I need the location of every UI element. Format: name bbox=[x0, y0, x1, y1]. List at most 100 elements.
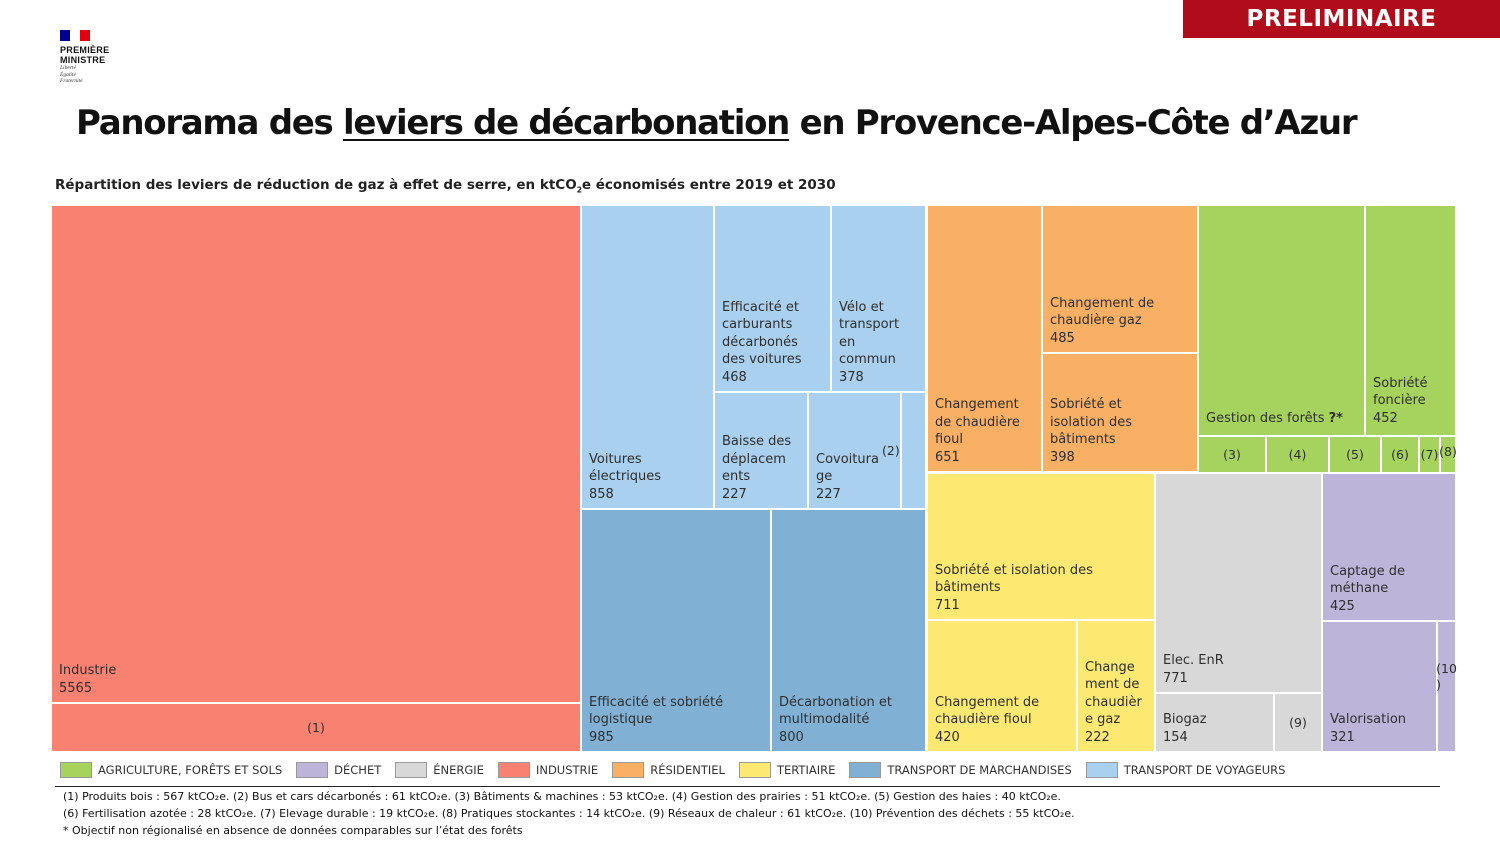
tile-label: Décarbonation et multimodalité bbox=[779, 694, 893, 728]
treemap-tile: Efficacité et sobriété logistique 985 bbox=[581, 509, 771, 752]
tile-value: 154 bbox=[1163, 729, 1188, 745]
tile-label: Change ment de chaudièr e gaz bbox=[1085, 659, 1142, 728]
tile-value: 485 bbox=[1050, 330, 1075, 346]
treemap-tile: (1) bbox=[51, 703, 581, 752]
legend-item: AGRICULTURE, FORÊTS ET SOLS bbox=[60, 762, 282, 778]
legend-label: TRANSPORT DE MARCHANDISES bbox=[887, 763, 1072, 777]
logo-motto-3: Fraternité bbox=[60, 78, 83, 84]
legend-label: ÉNERGIE bbox=[433, 763, 484, 777]
tile-label: Baisse des déplacem ents bbox=[722, 434, 792, 484]
tile-label: (2) bbox=[882, 442, 900, 458]
tile-label: Captage de méthane bbox=[1330, 563, 1405, 597]
title-pre: Panorama des bbox=[76, 103, 344, 143]
tile-label: (1) bbox=[307, 719, 325, 735]
tile-label: Sobriété et isolation des bâtiments bbox=[935, 562, 1093, 596]
legend-label: TRANSPORT DE VOYAGEURS bbox=[1123, 763, 1286, 777]
treemap-tile: Change ment de chaudièr e gaz 222 bbox=[1077, 620, 1155, 752]
tile-value: 858 bbox=[589, 486, 614, 502]
tile-value: 651 bbox=[935, 449, 960, 465]
logo-motto-1: Liberté bbox=[60, 65, 76, 71]
preliminary-banner: PRELIMINAIRE bbox=[1183, 0, 1500, 38]
treemap-tile: Sobriété et isolation des bâtiments 398 bbox=[1042, 353, 1198, 472]
chart-subtitle: Répartition des leviers de réduction de … bbox=[55, 177, 836, 195]
subtitle-pre: Répartition des leviers de réduction de … bbox=[55, 177, 577, 193]
tile-label: Changement de chaudière fioul bbox=[935, 397, 1020, 447]
treemap-tile: Captage de méthane 425 bbox=[1322, 473, 1456, 621]
treemap-tile: (5) bbox=[1329, 436, 1381, 473]
tile-label: (6) bbox=[1391, 446, 1409, 462]
legend-label: INDUSTRIE bbox=[535, 763, 599, 777]
tile-label: Biogaz bbox=[1163, 712, 1207, 727]
government-logo: PREMIÈRE MINISTRE Liberté Égalité Frater… bbox=[60, 30, 109, 85]
legend-swatch bbox=[395, 762, 428, 778]
treemap-tile: (3) bbox=[1198, 436, 1266, 473]
tile-label: Changement de chaudière gaz bbox=[1050, 295, 1155, 329]
legend-swatch bbox=[497, 762, 530, 778]
logo-line-1: PREMIÈRE bbox=[60, 45, 110, 55]
tile-label: Valorisation bbox=[1330, 712, 1407, 727]
tile-label: Efficacité et sobriété logistique bbox=[589, 694, 724, 728]
legend-label: TERTIAIRE bbox=[776, 763, 836, 777]
title-post: en Provence-Alpes-Côte d’Azur bbox=[789, 103, 1358, 143]
legend-swatch bbox=[849, 762, 882, 778]
flag-icon bbox=[60, 30, 90, 41]
tile-value: 5565 bbox=[59, 680, 93, 696]
subtitle-sub: 2 bbox=[576, 185, 582, 195]
page-title: Panorama des leviers de décarbonation en… bbox=[76, 103, 1358, 143]
tile-value: ?* bbox=[1328, 410, 1343, 426]
footnote-3: * Objectif non régionalisé en absence de… bbox=[63, 824, 523, 837]
treemap-tile: (8) bbox=[1439, 436, 1457, 473]
tile-label: (7) bbox=[1420, 446, 1439, 462]
tile-label: (4) bbox=[1288, 446, 1307, 462]
legend-swatch bbox=[60, 762, 92, 778]
tile-value: 378 bbox=[839, 369, 864, 385]
treemap-tile: Covoitura ge 227 bbox=[808, 392, 901, 509]
logo-motto-2: Égalité bbox=[60, 71, 76, 78]
tile-label: Vélo et transport en commun bbox=[839, 299, 900, 368]
treemap-tile: Baisse des déplacem ents 227 bbox=[714, 392, 808, 509]
tile-value: 227 bbox=[816, 486, 841, 502]
tile-value: 227 bbox=[722, 486, 747, 502]
tile-value: 771 bbox=[1163, 670, 1188, 686]
tile-label: (10 ) bbox=[1436, 660, 1457, 692]
footnote-separator bbox=[55, 786, 1440, 787]
legend-item: TRANSPORT DE MARCHANDISES bbox=[849, 762, 1072, 778]
treemap-tile: (10 ) bbox=[1436, 621, 1457, 752]
tile-value: 800 bbox=[779, 729, 804, 745]
tile-label: Elec. EnR bbox=[1163, 653, 1224, 668]
legend-item: INDUSTRIE bbox=[497, 762, 599, 778]
tile-label: Voitures électriques bbox=[589, 451, 662, 485]
tile-value: 985 bbox=[589, 729, 614, 745]
treemap-tile: (9) bbox=[1274, 693, 1322, 752]
tile-value: 425 bbox=[1330, 598, 1355, 614]
tile-label: (9) bbox=[1289, 714, 1307, 730]
tile-label: Industrie bbox=[59, 663, 117, 678]
legend-item: TERTIAIRE bbox=[738, 762, 836, 778]
tile-label: (8) bbox=[1439, 443, 1457, 459]
treemap-tile: (4) bbox=[1266, 436, 1329, 473]
treemap-tile: Industrie 5565 bbox=[51, 205, 581, 703]
legend-item: TRANSPORT DE VOYAGEURS bbox=[1085, 762, 1286, 778]
treemap-tile: Sobriété foncière 452 bbox=[1365, 205, 1456, 436]
legend-swatch bbox=[612, 762, 645, 778]
tile-value: 452 bbox=[1373, 410, 1398, 426]
legend-swatch bbox=[296, 762, 329, 778]
tile-value: 222 bbox=[1085, 729, 1110, 745]
legend-item: DÉCHET bbox=[296, 762, 381, 778]
legend-item: RÉSIDENTIEL bbox=[612, 762, 725, 778]
tile-value: 321 bbox=[1330, 729, 1355, 745]
treemap-tile: (2) bbox=[882, 392, 926, 509]
tile-value: 711 bbox=[935, 597, 960, 613]
tile-label: Changement de chaudière fioul bbox=[935, 694, 1040, 728]
tile-label: Efficacité et carburants décarbonés des … bbox=[722, 299, 802, 368]
treemap-tile: Gestion des forêts ?* bbox=[1198, 205, 1365, 436]
treemap-tile: (6) bbox=[1381, 436, 1419, 473]
legend-label: RÉSIDENTIEL bbox=[650, 763, 725, 777]
treemap-tile: Efficacité et carburants décarbonés des … bbox=[714, 205, 831, 392]
tile-value: 468 bbox=[722, 369, 747, 385]
tile-value: 420 bbox=[935, 729, 960, 745]
tile-label: (5) bbox=[1346, 446, 1364, 462]
treemap-tile: Décarbonation et multimodalité 800 bbox=[771, 509, 926, 752]
legend-label: AGRICULTURE, FORÊTS ET SOLS bbox=[98, 763, 283, 777]
